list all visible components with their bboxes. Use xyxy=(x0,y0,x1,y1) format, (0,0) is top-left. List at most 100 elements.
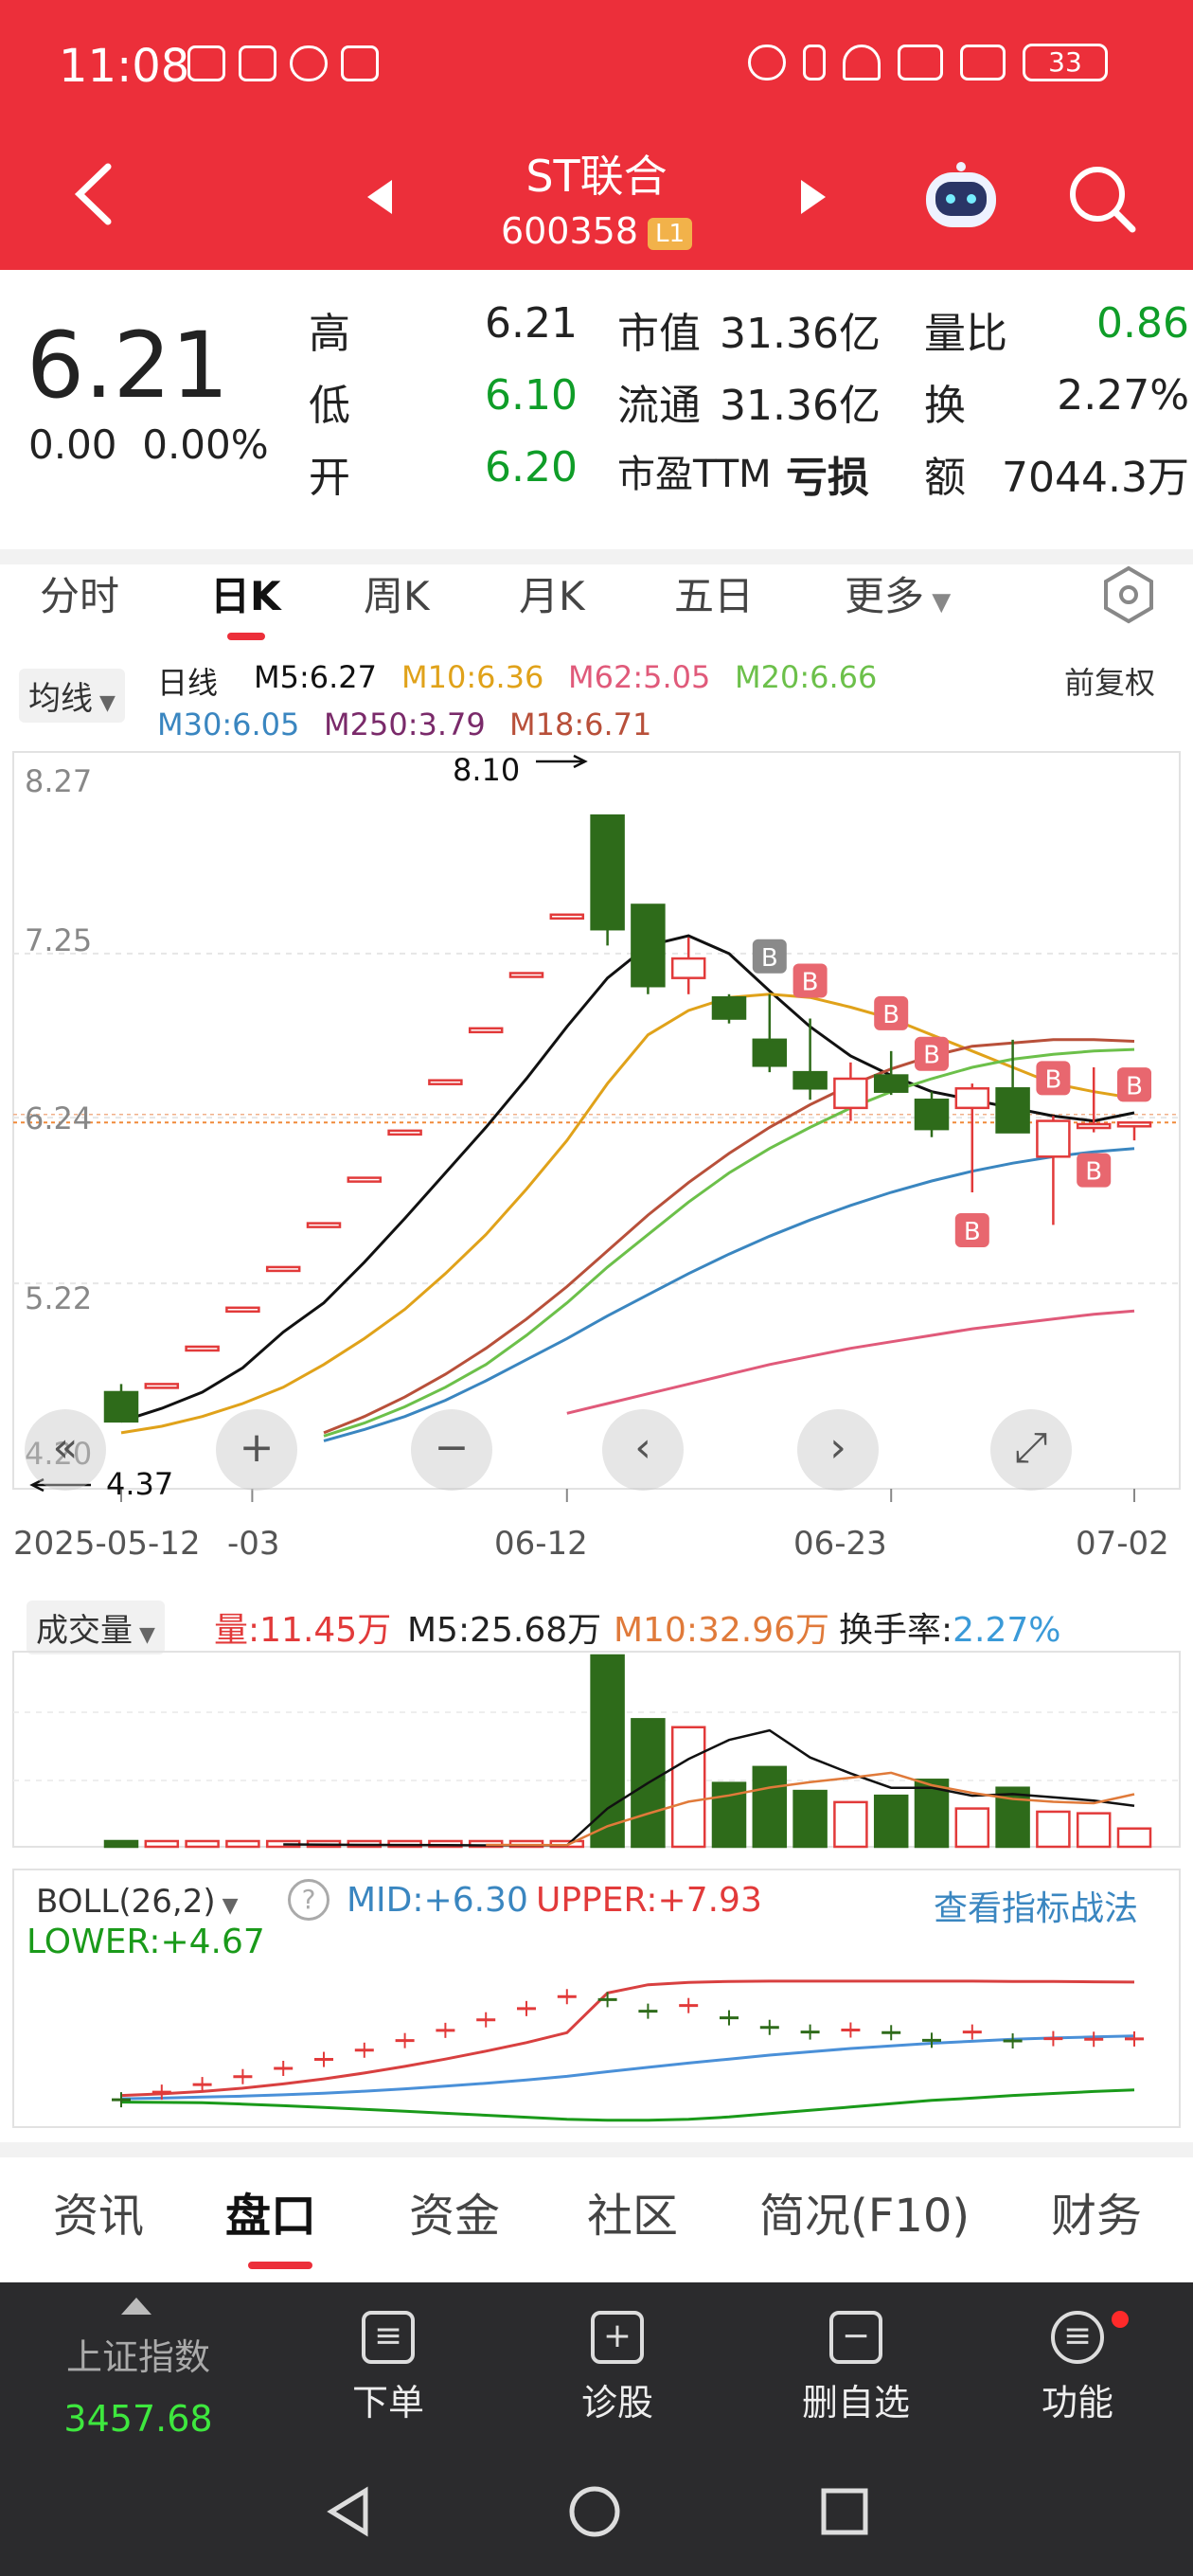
volume-bar xyxy=(185,1839,220,1849)
boll-price-tick xyxy=(1043,2030,1063,2047)
candlestick-chart[interactable]: BBBBBBBBB xyxy=(0,748,1193,1525)
chevron-down-icon: ▼ xyxy=(133,1623,155,1647)
zoom-in-icon[interactable]: + xyxy=(216,1409,297,1491)
buy-signal-letter: B xyxy=(882,1001,899,1029)
volume-chart[interactable] xyxy=(0,1648,1193,1856)
search-icon[interactable] xyxy=(1066,163,1138,235)
candle xyxy=(1036,1116,1071,1225)
next-stock-icon[interactable] xyxy=(795,176,829,218)
y-tick-4: 5.22 xyxy=(25,1280,93,1316)
ma62-legend: M62:5.05 xyxy=(568,659,711,695)
ma250-legend: M250:3.79 xyxy=(324,707,486,742)
scroll-left-icon[interactable]: ‹ xyxy=(602,1409,684,1491)
boll-chart[interactable] xyxy=(0,1866,1193,2131)
boll-selector-label: BOLL(26,2) xyxy=(36,1883,216,1921)
volume-bar xyxy=(1076,1812,1112,1849)
volume-m10: M10:32.96万 xyxy=(614,1611,830,1650)
nfc-icon xyxy=(341,45,379,81)
candle xyxy=(914,1091,950,1137)
fullscreen-icon[interactable]: ⤢ xyxy=(990,1409,1072,1491)
tab-finance[interactable]: 财务 xyxy=(1051,2190,1143,2243)
volume-bar xyxy=(225,1839,260,1849)
boll-price-tick xyxy=(800,2024,820,2040)
index-name[interactable]: 上证指数 xyxy=(65,2336,210,2378)
chevron-up-icon[interactable] xyxy=(119,2296,153,2318)
x-tick-2: -03 xyxy=(227,1525,280,1563)
ma-selector[interactable]: 均线 ▼ xyxy=(19,669,125,723)
boll-price-tick xyxy=(922,2032,941,2048)
volume-bar xyxy=(590,1654,625,1849)
float-label: 流通 xyxy=(617,382,701,430)
adjust-toggle[interactable]: 前复权 xyxy=(1064,665,1156,701)
tab-capital[interactable]: 资金 xyxy=(409,2190,501,2243)
nav-home-icon[interactable] xyxy=(566,2483,623,2540)
boll-frame xyxy=(12,1869,1181,2128)
candle-body xyxy=(508,972,544,978)
buy-signal-marker: B xyxy=(1036,1061,1071,1096)
high-marker-arrowhead xyxy=(573,754,588,769)
tab-monthly-k[interactable]: 月K xyxy=(519,573,585,619)
robot-assistant-icon[interactable] xyxy=(918,159,1004,235)
stock-code-text: 600358 xyxy=(500,210,639,252)
high-label: 高 xyxy=(309,310,350,358)
candle-body xyxy=(833,1077,868,1110)
menu-circle-icon: ≡ xyxy=(1051,2311,1104,2364)
remove-watchlist-button[interactable]: − 删自选 xyxy=(780,2311,932,2425)
buy-signal-letter: B xyxy=(1085,1158,1102,1187)
volume-indicator-selector[interactable]: 成交量 ▼ xyxy=(27,1601,165,1655)
ma-line-m62 xyxy=(566,1309,1135,1415)
x-tick-1: 2025-05-12 xyxy=(13,1525,201,1563)
boll-price-tick xyxy=(192,2077,212,2093)
ma30-legend: M30:6.05 xyxy=(157,707,300,742)
order-button[interactable]: ≡ 下单 xyxy=(322,2311,454,2425)
tab-news[interactable]: 资讯 xyxy=(53,2190,145,2243)
tab-daily-k[interactable]: 日K xyxy=(210,573,281,619)
volume-bar xyxy=(792,1789,828,1849)
diagnose-label: 诊股 xyxy=(580,2382,653,2424)
boll-price-tick xyxy=(638,2003,658,2019)
scroll-right-icon[interactable]: › xyxy=(797,1409,879,1491)
back-icon[interactable] xyxy=(66,161,123,227)
boll-indicator-selector[interactable]: BOLL(26,2) ▼ xyxy=(27,1879,248,1924)
prev-stock-icon[interactable] xyxy=(364,176,398,218)
candle xyxy=(954,1083,990,1193)
volume-m5: M5:25.68万 xyxy=(407,1611,602,1650)
buy-signal-letter: B xyxy=(1044,1065,1061,1094)
settings-hexagon-icon[interactable] xyxy=(1098,564,1159,625)
tab-f10[interactable]: 简况(F10) xyxy=(759,2190,970,2243)
x-tick-5: 07-02 xyxy=(1076,1525,1169,1563)
tab-weekly-k[interactable]: 周K xyxy=(364,573,430,619)
diagnose-button[interactable]: + 诊股 xyxy=(551,2311,684,2425)
mktcap-value: 31.36亿 xyxy=(720,310,881,358)
turnover-rate-label: 换手率: xyxy=(839,1611,953,1650)
buy-signal-letter: B xyxy=(761,944,778,973)
current-price: 6.21 xyxy=(27,313,229,419)
help-icon[interactable]: ? xyxy=(288,1879,329,1921)
ma10-legend: M10:6.36 xyxy=(401,659,544,695)
volume-ratio-label: 量比 xyxy=(924,310,1007,358)
buy-signal-badge xyxy=(1036,1061,1071,1096)
zoom-out-double-left-icon[interactable]: « xyxy=(25,1409,106,1491)
candle-body xyxy=(347,1176,383,1183)
candle-body xyxy=(1076,1122,1112,1130)
nav-recent-icon[interactable] xyxy=(816,2483,873,2540)
indicator-strategy-link[interactable]: 查看指标战法 xyxy=(934,1889,1139,1928)
diagnose-icon: + xyxy=(591,2311,644,2364)
boll-price-tick xyxy=(962,2024,982,2040)
boll-line-lower xyxy=(120,2088,1135,2122)
tab-order-book[interactable]: 盘口 xyxy=(225,2190,317,2243)
open-label: 开 xyxy=(309,454,350,502)
zoom-minus-icon[interactable]: − xyxy=(411,1409,492,1491)
tab-community[interactable]: 社区 xyxy=(587,2190,679,2243)
tab-more[interactable]: 更多 ▼ xyxy=(845,564,951,622)
functions-button[interactable]: ≡ 功能 xyxy=(1011,2311,1144,2425)
tab-intraday[interactable]: 分时 xyxy=(40,573,120,619)
volume-bar xyxy=(752,1765,788,1849)
buy-signal-marker: B xyxy=(954,1213,989,1248)
index-value: 3457.68 xyxy=(63,2398,213,2440)
high-value: 6.21 xyxy=(485,299,578,348)
tab-five-day[interactable]: 五日 xyxy=(674,573,755,619)
volume-ratio-value: 0.86 xyxy=(1096,299,1189,348)
nav-back-icon[interactable] xyxy=(322,2483,379,2540)
bottom-tab-active-indicator xyxy=(248,2262,312,2269)
